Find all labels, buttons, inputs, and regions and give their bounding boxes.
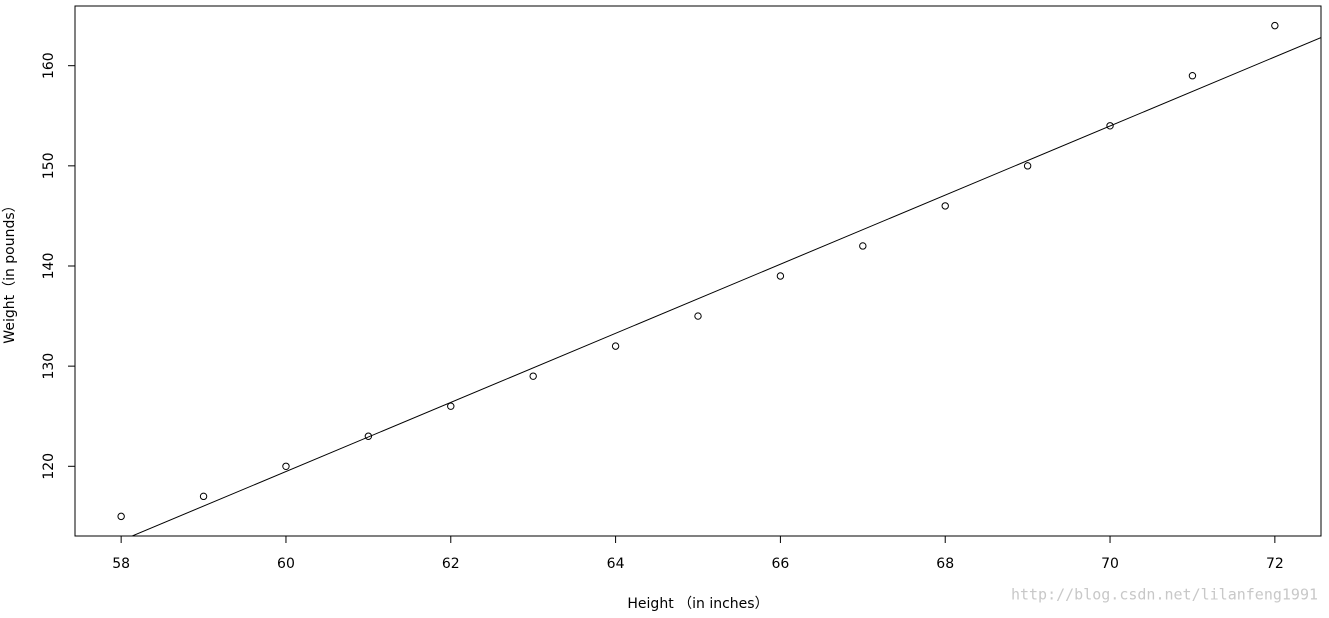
point (199, 492, 208, 501)
x-tick-label: 66 (771, 556, 789, 572)
point (1188, 72, 1197, 80)
point (859, 242, 867, 250)
point (1106, 122, 1114, 130)
point (1271, 21, 1279, 30)
regression-line (130, 37, 1321, 536)
point (611, 342, 620, 350)
y-axis-label: Weight（in pounds） (2, 198, 18, 343)
x-tick-label: 58 (112, 556, 130, 572)
point (117, 512, 125, 521)
x-tick-label: 62 (442, 556, 460, 572)
point (282, 462, 290, 470)
x-tick-label: 72 (1266, 556, 1284, 572)
x-tick-label: 64 (607, 556, 625, 572)
y-tick-label: 130 (41, 353, 57, 380)
watermark: http://blog.csdn.net/lilanfeng1991 (1011, 586, 1318, 604)
y-tick-label: 150 (41, 152, 57, 179)
point (447, 402, 455, 410)
plot-area (117, 21, 1321, 536)
point (364, 432, 373, 440)
point (529, 372, 537, 380)
point (941, 202, 949, 210)
y-tick-label: 160 (41, 52, 57, 79)
point (694, 312, 702, 320)
y-tick-label: 140 (41, 253, 57, 280)
x-tick-label: 70 (1101, 556, 1119, 572)
point (1023, 162, 1032, 170)
x-tick-label: 60 (277, 556, 295, 572)
plot-frame (74, 5, 1322, 537)
point (776, 272, 785, 280)
x-axis-label: Height （in inches） (627, 596, 768, 612)
y-tick-label: 120 (41, 453, 57, 480)
x-tick-label: 68 (936, 556, 954, 572)
